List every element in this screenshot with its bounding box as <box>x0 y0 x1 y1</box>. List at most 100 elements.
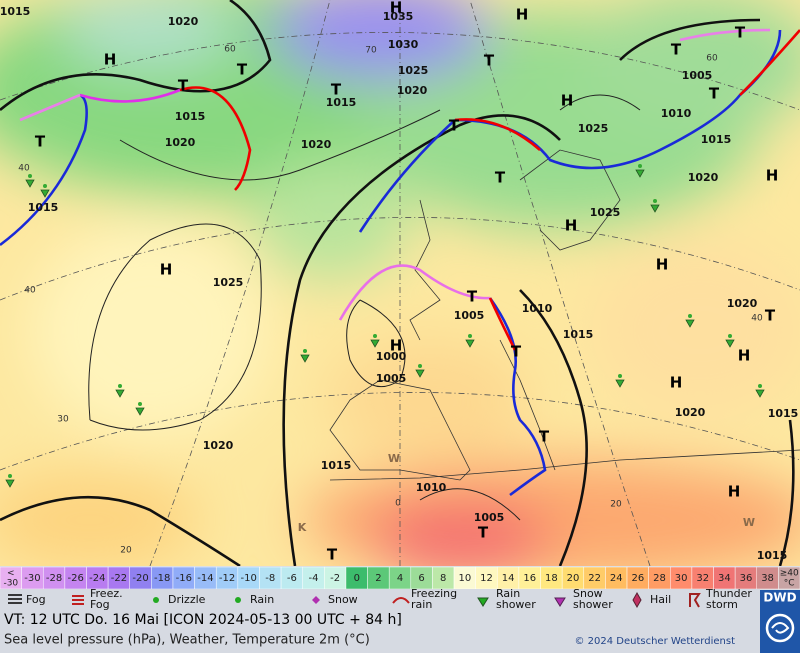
isobar-label: 1005 <box>682 69 713 82</box>
rain-dot <box>758 384 762 388</box>
legend-label: Freez. <box>90 587 123 600</box>
rain-shower-symbol <box>615 379 625 388</box>
rain-dot <box>418 364 422 368</box>
colorbar-label: -26 <box>68 573 84 584</box>
colorbar-label: -30 <box>24 573 40 584</box>
colorbar-label: -24 <box>89 573 105 584</box>
pressure-center: H <box>104 51 117 69</box>
rain-shower-symbol <box>135 407 145 416</box>
colorbar-label: 4 <box>397 573 403 584</box>
rain-dot <box>728 334 732 338</box>
legend-label: rain <box>411 598 432 611</box>
pressure-center: T <box>478 524 489 542</box>
rain-shower-symbol <box>650 204 660 213</box>
rain-dot <box>28 174 32 178</box>
colorbar-label: -10 <box>240 573 256 584</box>
rain-shower-symbol <box>755 389 765 398</box>
temperature-label: 0 <box>395 499 401 509</box>
isobar-label: 1010 <box>522 302 553 315</box>
rain-shower-symbol <box>370 339 380 348</box>
isobar-label: 1025 <box>398 64 429 77</box>
colorbar-label: -14 <box>197 573 213 584</box>
isobar-label: 1020 <box>727 297 758 310</box>
legend-label: Rain <box>496 587 520 600</box>
colorbar-label: 24 <box>610 573 623 584</box>
legend-icon <box>632 591 642 609</box>
footer-bg <box>0 611 760 653</box>
isobar-label: 1035 <box>383 10 414 23</box>
colorbar: <-30 -30 -28 -26 -24 -22 -20 -18 -16 -14 -12 -10 -8-… <box>0 566 800 590</box>
legend-label: Fog <box>90 598 110 611</box>
rain-dot <box>618 374 622 378</box>
pressure-center: T <box>765 307 776 325</box>
legend-icon <box>235 597 241 603</box>
pressure-center: W <box>388 452 400 465</box>
temperature-label: 60 <box>706 54 718 64</box>
isobar-label: 1015 <box>757 549 788 562</box>
legend-icon <box>8 594 22 604</box>
pressure-center: H <box>766 167 779 185</box>
colorbar-label: -18 <box>154 573 170 584</box>
rain-dot <box>688 314 692 318</box>
legend-label: shower <box>573 598 613 611</box>
colorbar-label: 20 <box>567 573 580 584</box>
rain-dot <box>303 349 307 353</box>
rain-shower-symbol <box>635 169 645 178</box>
colorbar-label: < <box>7 569 15 579</box>
legend-label: Drizzle <box>168 593 206 606</box>
legend-icon <box>72 595 84 605</box>
isobar-label: 1020 <box>168 15 199 28</box>
pressure-center: H <box>561 92 574 110</box>
legend-label: Freezing <box>411 587 457 600</box>
isobar-label: 1015 <box>768 407 799 420</box>
colorbar-label: 16 <box>523 573 536 584</box>
pressure-center: T <box>178 77 189 95</box>
logo-icon <box>765 613 795 643</box>
legend-label: shower <box>496 598 536 611</box>
isobar-label: 1030 <box>388 38 419 51</box>
isobar-label: 1015 <box>326 96 357 109</box>
rain-dot <box>118 384 122 388</box>
isobar-label: 1005 <box>474 511 505 524</box>
rain-shower-symbol <box>5 479 15 488</box>
colorbar-label: 8 <box>440 573 446 584</box>
pressure-center: T <box>539 428 550 446</box>
colorbar-label: 38 <box>761 573 774 584</box>
legend-label: Thunder <box>705 587 752 600</box>
isobar-label: 1025 <box>578 122 609 135</box>
pressure-center: H <box>516 6 529 24</box>
pressure-center: T <box>331 81 342 99</box>
temperature-label: 20 <box>610 500 622 510</box>
colorbar-label: -6 <box>287 573 297 584</box>
isobar-label: 1005 <box>376 372 407 385</box>
pressure-center: H <box>160 261 173 279</box>
isobar-label: 1015 <box>701 133 732 146</box>
isobar-label: 1015 <box>175 110 206 123</box>
isobar-label: 1020 <box>301 138 332 151</box>
colorbar-label: -2 <box>330 573 340 584</box>
isobar-label: 1020 <box>675 406 706 419</box>
isobar-label: 1010 <box>416 481 447 494</box>
pressure-center: T <box>467 288 478 306</box>
logo-swirl <box>771 622 790 634</box>
isobar-label: 1010 <box>661 107 692 120</box>
logo-box <box>760 590 800 653</box>
rain-shower-symbol <box>465 339 475 348</box>
colorbar-label: -22 <box>111 573 127 584</box>
legend-label: Snow <box>573 587 603 600</box>
colorbar-label: 12 <box>480 573 493 584</box>
colorbar-label: -28 <box>46 573 62 584</box>
colorbar-label: -12 <box>219 573 235 584</box>
temperature-label: 30 <box>57 415 69 425</box>
legend-icon <box>153 597 159 603</box>
legend-icon <box>392 597 410 604</box>
colorbar-label: -30 <box>3 579 18 589</box>
temperature-label: 40 <box>24 286 36 296</box>
temperature-label: 20 <box>120 546 132 556</box>
legend-label: Hail <box>650 593 671 606</box>
pressure-center: T <box>237 61 248 79</box>
colorbar-label: 22 <box>588 573 601 584</box>
rain-shower-symbol <box>415 369 425 378</box>
pressure-center: H <box>728 483 741 501</box>
colorbar-label: -16 <box>176 573 192 584</box>
